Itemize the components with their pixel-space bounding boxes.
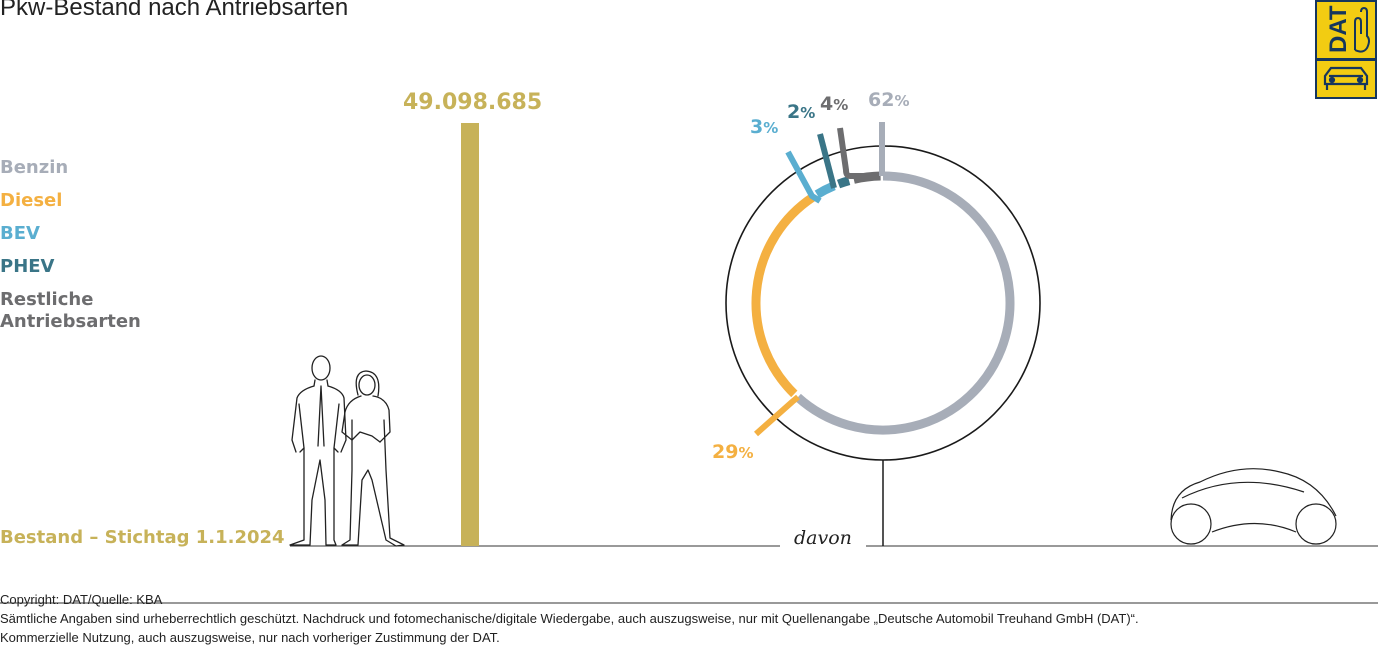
leader-tick-phev bbox=[817, 133, 837, 189]
pct-label-benzin: 62% bbox=[868, 89, 909, 111]
footer-copyright: Copyright: DAT/Quelle: KBA bbox=[0, 592, 163, 607]
bar-category-label: Bestand – Stichtag 1.1.2024 bbox=[0, 527, 285, 548]
pct-value-diesel: 29 bbox=[712, 441, 739, 463]
car-icon bbox=[1323, 66, 1369, 90]
legend-rest-line2: Antriebsarten bbox=[0, 311, 141, 332]
hand-icon bbox=[1354, 6, 1370, 53]
pct-value-phev: 2 bbox=[787, 101, 801, 123]
donut-segment-diesel bbox=[751, 193, 816, 398]
leader-tick-diesel bbox=[754, 394, 800, 437]
dat-logo-text: DAT bbox=[1325, 5, 1352, 53]
car-illustration-icon bbox=[1170, 468, 1337, 545]
legend-diesel: Diesel bbox=[0, 190, 63, 211]
outer-ring bbox=[725, 145, 1041, 461]
total-bar bbox=[461, 123, 479, 546]
pct-label-diesel: 29% bbox=[712, 441, 753, 463]
pct-value-bev: 3 bbox=[750, 116, 764, 138]
total-value-label: 49.098.685 bbox=[403, 90, 543, 115]
leader-tick-bev bbox=[785, 150, 822, 204]
pct-unit-diesel: % bbox=[738, 444, 754, 462]
legend-rest-line1: Restliche bbox=[0, 289, 94, 310]
legend: Benzin Diesel BEV PHEV Restliche Antrieb… bbox=[0, 157, 141, 344]
pct-label-rest: 4% bbox=[820, 93, 848, 115]
pct-unit-rest: % bbox=[833, 96, 849, 114]
leader-tick-rest bbox=[837, 127, 878, 179]
donut-segments bbox=[751, 122, 1015, 437]
pct-value-benzin: 62 bbox=[868, 89, 895, 111]
people-illustration-icon bbox=[289, 355, 405, 547]
legend-benzin: Benzin bbox=[0, 157, 69, 178]
footer: Copyright: DAT/Quelle: KBA Sämtliche Ang… bbox=[0, 590, 1139, 647]
dat-logo: DAT bbox=[1315, 0, 1377, 99]
legend-phev: PHEV bbox=[0, 256, 55, 277]
pct-unit-bev: % bbox=[763, 119, 779, 137]
chart-title: Pkw-Bestand nach Antriebsarten bbox=[0, 0, 349, 21]
davon-label: davon bbox=[794, 527, 852, 549]
legend-rest: Restliche Antriebsarten bbox=[0, 289, 141, 333]
donut-segment-benzin bbox=[794, 171, 1015, 435]
pct-value-rest: 4 bbox=[820, 93, 834, 115]
donut-segment-phev bbox=[836, 176, 851, 189]
footer-line1: Sämtliche Angaben sind urheberrechtlich … bbox=[0, 611, 1139, 626]
pct-label-phev: 2% bbox=[787, 101, 815, 123]
pct-unit-benzin: % bbox=[894, 92, 910, 110]
pct-unit-phev: % bbox=[800, 104, 816, 122]
legend-bev: BEV bbox=[0, 223, 40, 244]
footer-line2: Kommerzielle Nutzung, auch auszugsweise,… bbox=[0, 630, 500, 645]
pct-label-bev: 3% bbox=[750, 116, 778, 138]
